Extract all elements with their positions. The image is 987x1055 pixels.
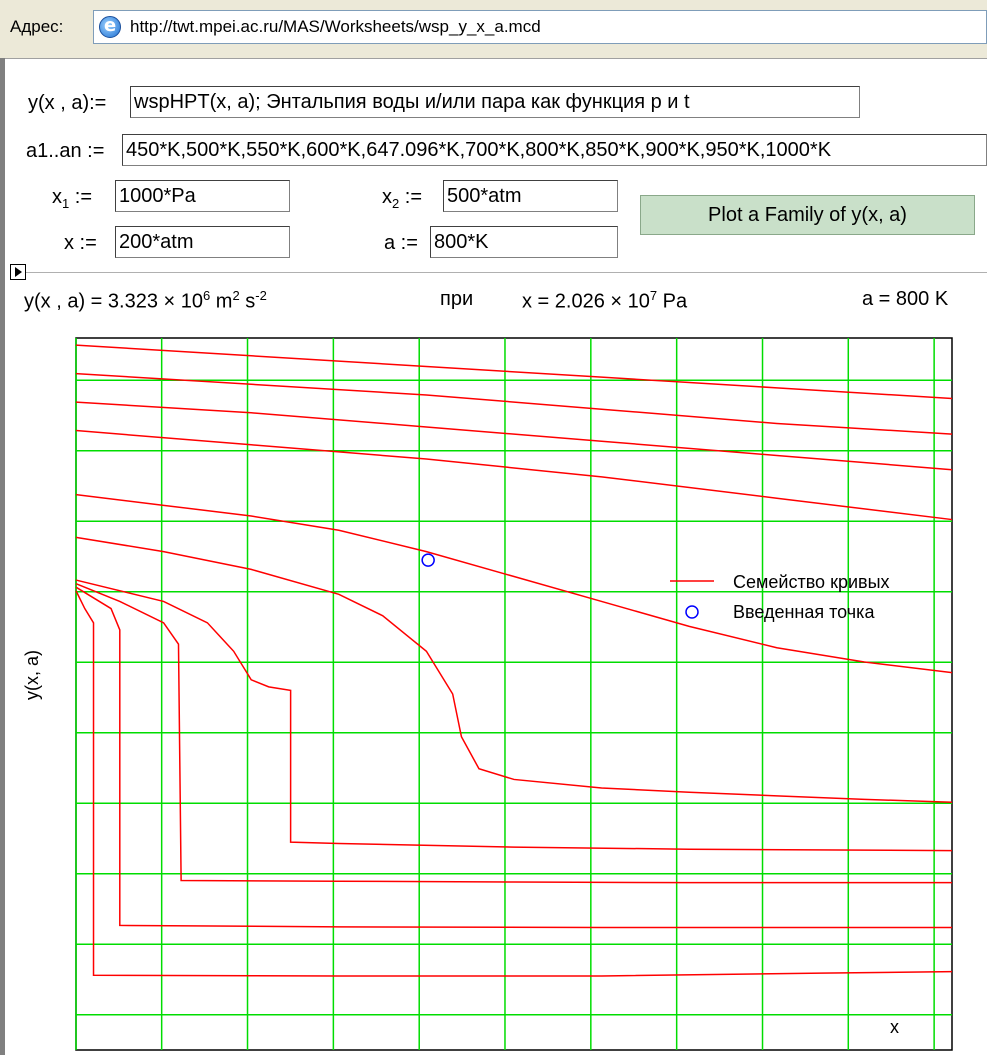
curve-line-9 [75,586,952,929]
y-axis-label: y(x, a) [22,649,42,700]
y-definition-label: y(x , a):= [28,92,107,114]
plot-grid [75,338,952,1050]
x-label: x := [64,232,97,254]
curve-line-8 [75,582,952,884]
legend-label-point: Введенная точка [733,602,875,622]
a-result: a = 800 K [862,288,949,310]
y-result: y(x , a) = 3.323 × 106 m2 s-2 [24,288,267,313]
a-label: a := [384,232,418,254]
a-list-label: a1..an := [26,140,105,162]
curve-line-4 [75,429,953,521]
legend-label-curves: Семейство кривых [733,572,890,592]
address-bar: Адрес: http://twt.mpei.ac.ru/MAS/Workshe… [0,0,987,59]
curve-line-1 [75,344,953,400]
a-field[interactable]: 800*K [430,226,618,258]
plot-frame [75,337,953,1051]
region-separator [10,272,987,273]
x1-field[interactable]: 1000*Pa [115,180,290,212]
x2-field[interactable]: 500*atm [443,180,618,212]
entered-point [421,553,435,567]
curve-line-5 [75,493,953,674]
address-input[interactable]: http://twt.mpei.ac.ru/MAS/Worksheets/wsp… [93,10,987,44]
curve-line-10 [75,590,953,977]
address-label: Адрес: [10,17,64,36]
curve-family [75,344,953,977]
pri-label: при [440,288,474,310]
plot-family-button[interactable]: Plot a Family of y(x, a) [640,195,975,235]
plot-legend: Семейство кривых Введенная точка [670,572,890,622]
curve-line-3 [75,401,953,471]
a-list-field[interactable]: 450*K,500*K,550*K,600*K,647.096*K,700*K,… [122,134,987,166]
x2-label: x2 := [382,186,423,211]
x1-label: x1 := [52,186,93,211]
curve-line-7 [75,579,953,852]
y-function-field[interactable]: wspHPT(x, a); Энтальпия воды и/или пара … [130,86,860,118]
ie-page-icon [99,15,121,38]
x-axis-label: x [890,1017,899,1037]
window-left-border [0,58,5,1055]
curve-line-2 [75,372,953,435]
x-result: x = 2.026 × 107 Pa [522,288,688,313]
curve-line-6 [75,536,953,803]
legend-marker-swatch [685,605,699,619]
expand-arrow-icon[interactable] [10,264,26,280]
entered-point-marker [421,553,435,567]
address-url: http://twt.mpei.ac.ru/MAS/Worksheets/wsp… [130,17,541,36]
x-field[interactable]: 200*atm [115,226,290,258]
